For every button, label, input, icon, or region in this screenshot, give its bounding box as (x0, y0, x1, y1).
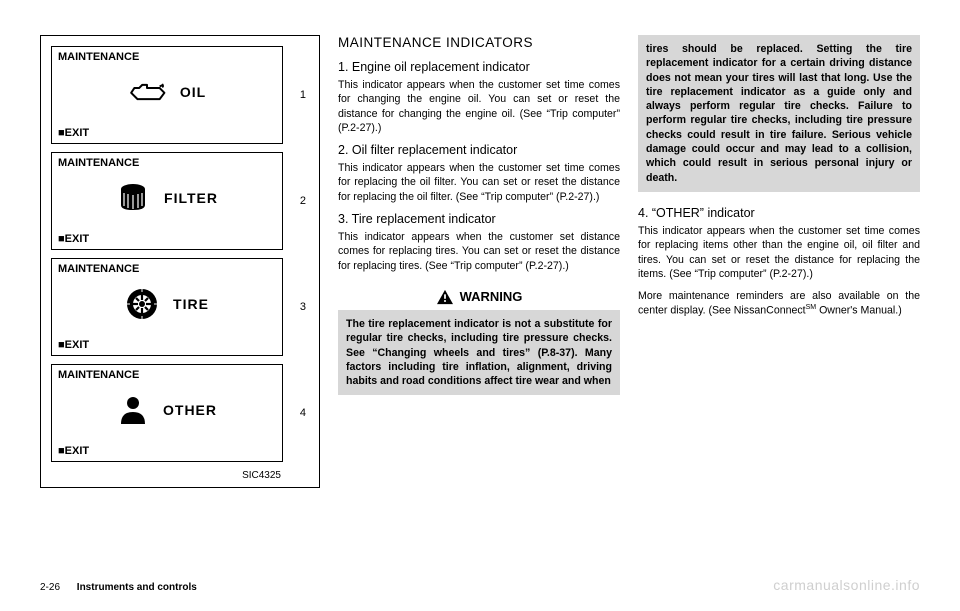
exit-label: ■EXIT (58, 233, 89, 245)
section-heading: MAINTENANCE INDICATORS (338, 35, 620, 50)
body-4a: This indicator appears when the customer… (638, 224, 920, 281)
warning-label: WARNING (460, 289, 523, 304)
figure-id: SIC4325 (51, 470, 283, 481)
figure-column: MAINTENANCE OIL ■EXIT 1 MAINTENANCE (40, 35, 320, 565)
column-3: tires should be replaced. Setting the ti… (638, 35, 920, 565)
panel-body: OIL (58, 63, 276, 121)
exit-label: ■EXIT (58, 445, 89, 457)
panel-number: 1 (300, 89, 306, 101)
warning-body: The tire replacement indicator is not a … (338, 310, 620, 395)
warning-icon (436, 289, 454, 305)
watermark: carmanualsonline.info (773, 577, 920, 593)
panel-title: MAINTENANCE (58, 51, 276, 63)
panel-filter: MAINTENANCE FILTER ■EXIT 2 (51, 152, 283, 250)
column-2: MAINTENANCE INDICATORS 1. Engine oil rep… (338, 35, 620, 565)
section-name: Instruments and controls (77, 582, 197, 593)
panel-label: OIL (180, 84, 206, 100)
body-3: This indicator appears when the customer… (338, 230, 620, 273)
subheading-1: 1. Engine oil replacement indicator (338, 60, 620, 74)
panel-body: OTHER (58, 381, 276, 439)
panel-tire: MAINTENANCE (51, 258, 283, 356)
warning-continued: tires should be replaced. Setting the ti… (638, 35, 920, 192)
panel-title: MAINTENANCE (58, 263, 276, 275)
panel-number: 2 (300, 195, 306, 207)
columns: MAINTENANCE OIL ■EXIT 1 MAINTENANCE (40, 35, 920, 565)
manual-page: MAINTENANCE OIL ■EXIT 1 MAINTENANCE (0, 0, 960, 611)
panel-label: FILTER (164, 190, 218, 206)
warning-heading: WARNING (338, 283, 620, 310)
panel-other: MAINTENANCE OTHER ■EXIT 4 (51, 364, 283, 462)
body-2: This indicator appears when the customer… (338, 161, 620, 204)
panel-label: TIRE (173, 296, 209, 312)
body-4b-post: Owner's Manual.) (816, 305, 902, 317)
subheading-2: 2. Oil filter replacement indicator (338, 143, 620, 157)
panel-body: FILTER (58, 169, 276, 227)
exit-label: ■EXIT (58, 127, 89, 139)
footer-left: 2-26 Instruments and controls (40, 582, 197, 593)
filter-icon (116, 181, 150, 215)
subheading-3: 3. Tire replacement indicator (338, 212, 620, 226)
oil-icon (128, 80, 166, 104)
panel-number: 4 (300, 407, 306, 419)
person-icon (117, 394, 149, 426)
panel-oil: MAINTENANCE OIL ■EXIT 1 (51, 46, 283, 144)
body-1: This indicator appears when the customer… (338, 78, 620, 135)
body-4b: More maintenance reminders are also avai… (638, 289, 920, 318)
page-number: 2-26 (40, 582, 60, 593)
sm-mark: SM (806, 304, 817, 311)
figure-box: MAINTENANCE OIL ■EXIT 1 MAINTENANCE (40, 35, 320, 488)
panel-number: 3 (300, 301, 306, 313)
panel-label: OTHER (163, 402, 217, 418)
tire-icon (125, 287, 159, 321)
subheading-4: 4. “OTHER” indicator (638, 206, 920, 220)
page-footer: 2-26 Instruments and controls carmanuals… (40, 577, 920, 593)
exit-label: ■EXIT (58, 339, 89, 351)
panel-title: MAINTENANCE (58, 369, 276, 381)
panel-body: TIRE (58, 275, 276, 333)
panel-title: MAINTENANCE (58, 157, 276, 169)
